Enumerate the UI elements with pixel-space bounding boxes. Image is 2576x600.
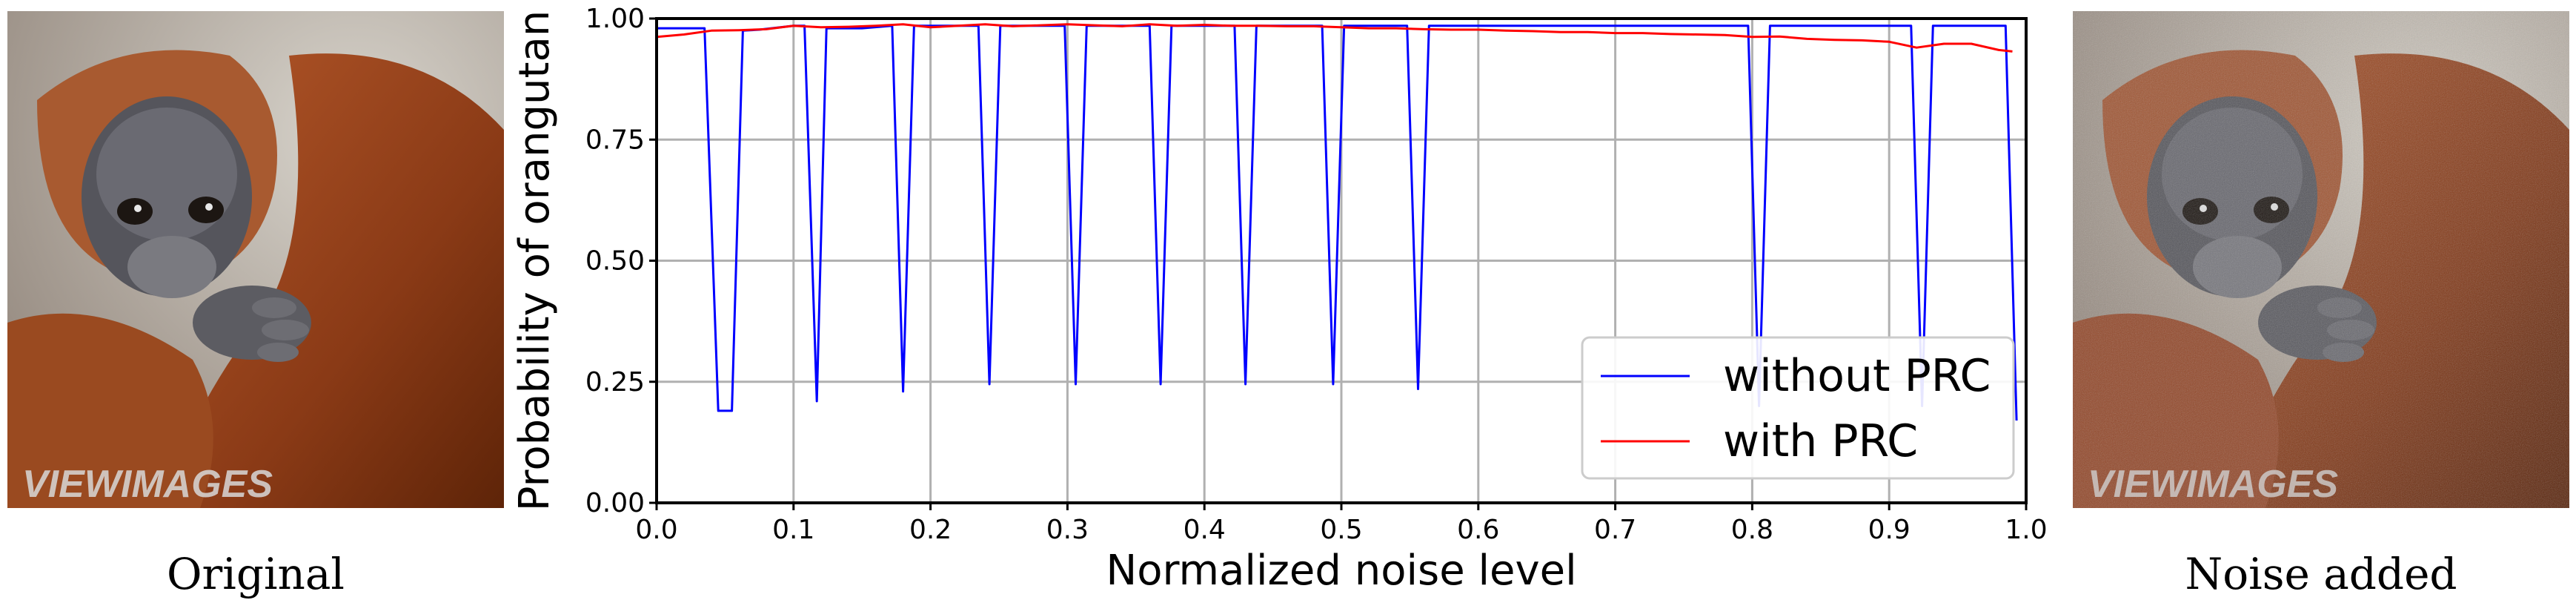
watermark-text: VIEWIMAGES: [22, 463, 273, 506]
x-tick-label: 1.0: [2005, 515, 2047, 545]
x-tick-label: 0.7: [1594, 515, 1636, 545]
noisy-image: VIEWIMAGES: [2073, 11, 2569, 508]
x-axis-ticks: 0.0 0.1 0.2 0.3 0.4 0.5 0.6 0.7 0.8 0.9 1.0: [635, 503, 2048, 545]
watermark-text: VIEWIMAGES: [2088, 463, 2338, 506]
caption-original: Original: [167, 549, 345, 599]
probability-chart: 0.0 0.1 0.2 0.3 0.4 0.5 0.6 0.7 0.8 0.9 1.0 0.000.…: [511, 4, 2048, 595]
x-tick-label: 0.0: [635, 515, 677, 545]
y-tick-label: 0.00: [585, 488, 645, 518]
legend: without PRC with PRC: [1581, 336, 2015, 480]
x-axis-label: Normalized noise level: [1106, 547, 1576, 595]
y-axis-ticks: 0.00 0.25 0.50 0.75 1.00: [585, 4, 657, 518]
y-tick-label: 0.75: [585, 125, 645, 155]
orangutan-photo-noisy: VIEWIMAGES: [2073, 11, 2569, 508]
legend-box: [1581, 336, 2015, 480]
legend-label-with-prc: with PRC: [1723, 415, 1918, 467]
orangutan-photo-original: VIEWIMAGES: [7, 11, 504, 508]
x-tick-label: 0.8: [1731, 515, 1773, 545]
x-tick-label: 0.4: [1184, 515, 1226, 545]
x-tick-label: 0.6: [1457, 515, 1499, 545]
x-tick-label: 0.1: [772, 515, 814, 545]
noise-overlay: [2073, 11, 2569, 508]
y-axis-label: Probability of orangutan: [511, 10, 559, 512]
x-tick-label: 0.5: [1320, 515, 1362, 545]
x-tick-label: 0.2: [909, 515, 952, 545]
y-tick-label: 1.00: [585, 4, 645, 34]
x-tick-label: 0.3: [1046, 515, 1089, 545]
chart-series: [656, 23, 2018, 421]
x-tick-label: 0.9: [1868, 515, 1911, 545]
legend-label-without-prc: without PRC: [1723, 350, 1991, 402]
original-image: VIEWIMAGES: [7, 11, 504, 508]
y-tick-label: 0.25: [585, 367, 645, 398]
y-tick-label: 0.50: [585, 246, 645, 277]
series-line-with-prc: [656, 23, 2013, 53]
caption-noise-added: Noise added: [2185, 549, 2457, 599]
